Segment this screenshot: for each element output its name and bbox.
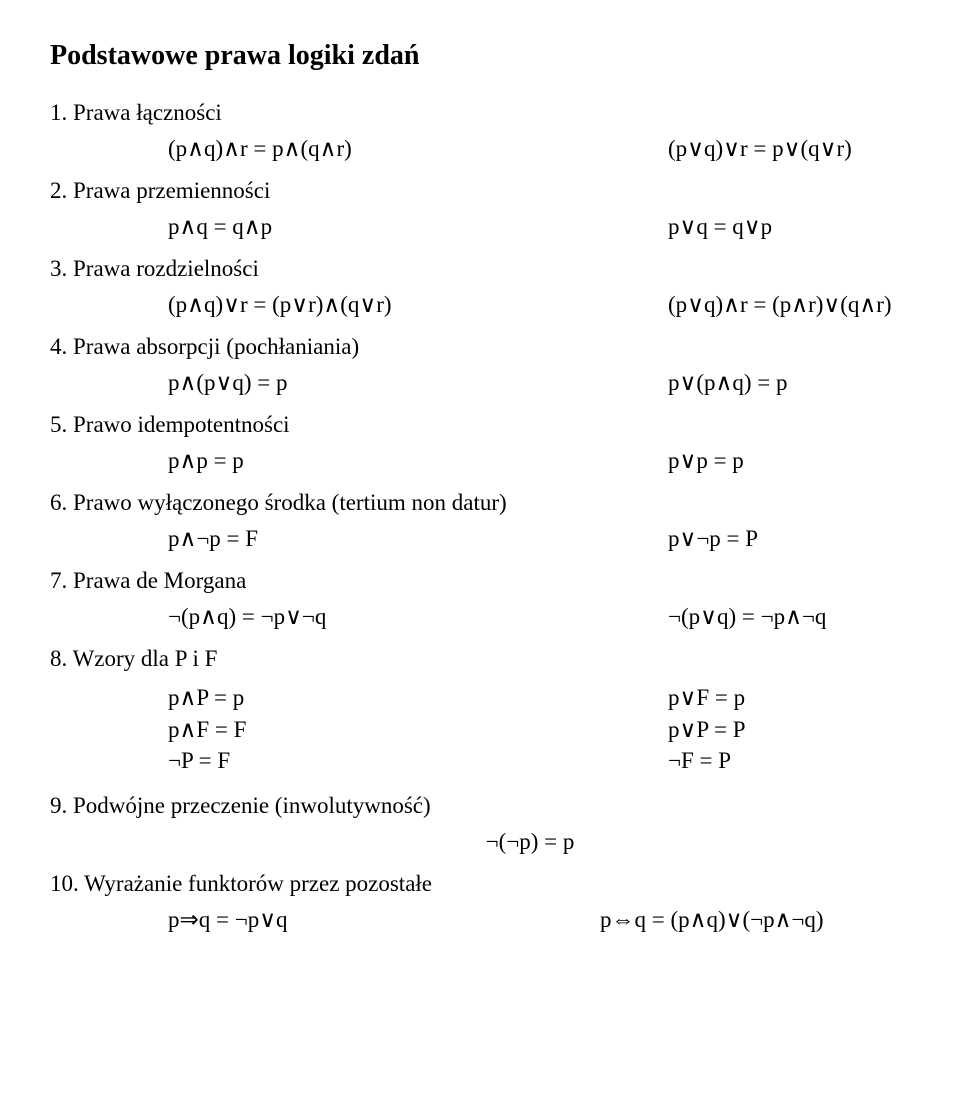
law-row-7: ¬(p∧q) = ¬p∨¬q ¬(p∨q) = ¬p∧¬q [50,604,960,630]
law-4-right: p∨(p∧q) = p [598,370,960,396]
law-1-right: (p∨q)∨r = p∨(q∨r) [598,136,960,162]
law-8-right-stack: p∨F = p p∨P = P ¬F = P [598,682,960,777]
law-row-3: (p∧q)∨r = (p∨r)∧(q∨r) (p∨q)∧r = (p∧r)∨(q… [50,292,960,318]
law-heading-8: 8. Wzory dla P i F [50,646,960,672]
law-10-left: p⇒q = ¬p∨q [50,907,598,933]
law-row-1: (p∧q)∧r = p∧(q∧r) (p∨q)∨r = p∨(q∨r) [50,136,960,162]
law-5-right: p∨p = p [598,448,960,474]
law-8-left-line-1: p∧F = F [168,714,598,746]
law-row-6: p∧¬p = F p∨¬p = P [50,526,960,552]
law-1-left: (p∧q)∧r = p∧(q∧r) [50,136,598,162]
law-8-left-line-2: ¬P = F [168,745,598,777]
law-heading-6: 6. Prawo wyłączonego środka (tertium non… [50,490,960,516]
law-2-left: p∧q = q∧p [50,214,598,240]
law-heading-5: 5. Prawo idempotentności [50,412,960,438]
law-8-right-line-2: ¬F = P [668,745,960,777]
law-heading-10: 10. Wyrażanie funktorów przez pozostałe [50,871,960,897]
law-row-8: p∧P = p p∧F = F ¬P = F p∨F = p p∨P = P ¬… [50,682,960,777]
law-heading-1: 1. Prawa łączności [50,100,960,126]
law-heading-4: 4. Prawa absorpcji (pochłaniania) [50,334,960,360]
law-8-left-stack: p∧P = p p∧F = F ¬P = F [50,682,598,777]
law-3-left: (p∧q)∨r = (p∨r)∧(q∨r) [50,292,598,318]
law-10-right: p⇔q = (p∧q)∨(¬p∧¬q) [598,907,960,933]
law-6-left: p∧¬p = F [50,526,598,552]
law-7-left: ¬(p∧q) = ¬p∨¬q [50,604,598,630]
law-row-2: p∧q = q∧p p∨q = q∨p [50,214,960,240]
law-9-center: ¬(¬p) = p [486,829,575,855]
page-title: Podstawowe prawa logiki zdań [50,40,960,72]
law-8-right-line-0: p∨F = p [668,682,960,714]
law-7-right: ¬(p∨q) = ¬p∧¬q [598,604,960,630]
law-row-4: p∧(p∨q) = p p∨(p∧q) = p [50,370,960,396]
law-4-left: p∧(p∨q) = p [50,370,598,396]
law-heading-2: 2. Prawa przemienności [50,178,960,204]
law-row-10: p⇒q = ¬p∨q p⇔q = (p∧q)∨(¬p∧¬q) [50,907,960,933]
law-heading-9: 9. Podwójne przeczenie (inwolutywność) [50,793,960,819]
law-3-right: (p∨q)∧r = (p∧r)∨(q∧r) [598,292,960,318]
law-row-5: p∧p = p p∨p = p [50,448,960,474]
law-2-right: p∨q = q∨p [598,214,960,240]
law-heading-7: 7. Prawa de Morgana [50,568,960,594]
law-6-right: p∨¬p = P [598,526,960,552]
law-8-right-line-1: p∨P = P [668,714,960,746]
law-row-9: ¬(¬p) = p [50,829,960,855]
law-8-left-line-0: p∧P = p [168,682,598,714]
law-heading-3: 3. Prawa rozdzielności [50,256,960,282]
law-5-left: p∧p = p [50,448,598,474]
